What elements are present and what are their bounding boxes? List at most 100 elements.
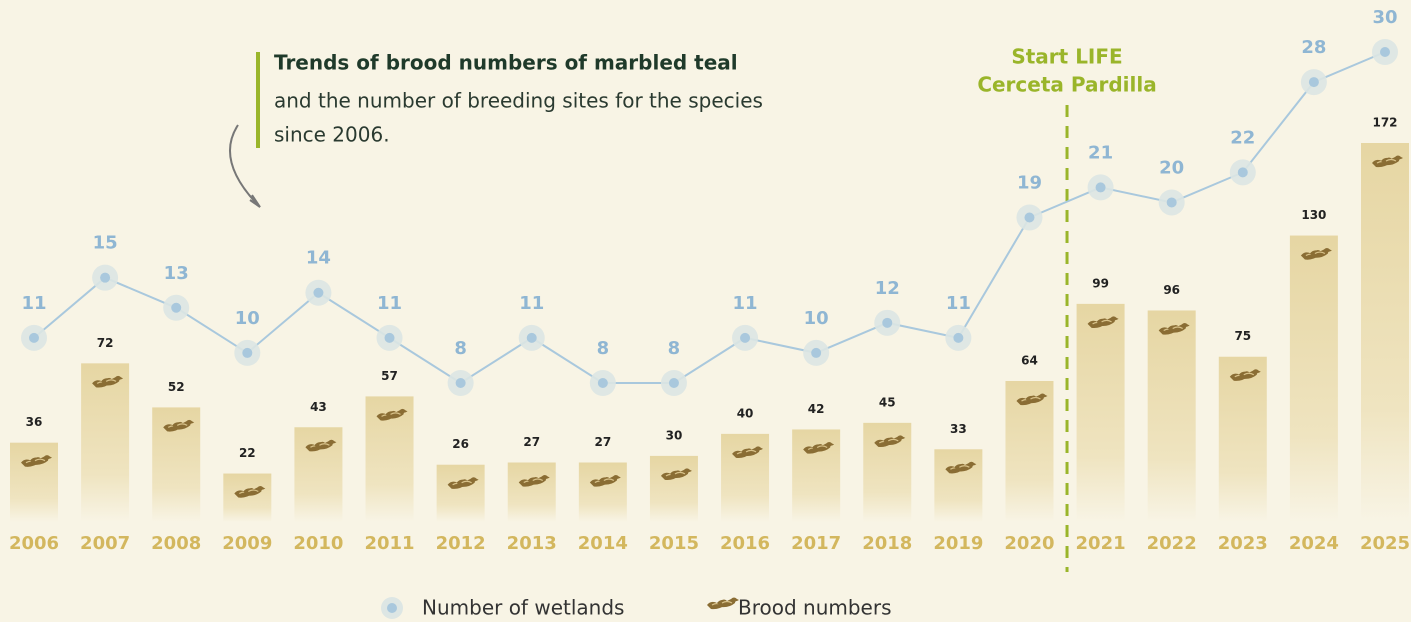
x-tick-label: 2010 [293,533,343,554]
bar-label: 27 [594,435,611,449]
bar-label: 57 [381,369,398,383]
point-label: 11 [519,293,544,314]
bar-label: 22 [239,446,256,460]
point-label: 10 [804,308,829,329]
point [1024,212,1035,223]
bar [1005,380,1054,522]
bar [294,427,343,522]
bar [10,442,58,522]
x-tick-label: 2017 [791,533,841,554]
point-label: 28 [1301,37,1326,58]
bar [792,429,841,522]
legend-icon [716,596,740,608]
point-label: 30 [1372,7,1397,28]
x-tick-label: 2016 [720,533,770,554]
x-tick-label: 2007 [80,533,130,554]
point [313,287,324,298]
point-label: 12 [875,278,900,299]
bar [578,462,627,522]
x-tick-label: 2011 [364,533,414,554]
legend-label: Brood numbers [738,596,892,620]
x-tick-label: 2006 [9,533,59,554]
point-label: 11 [377,293,402,314]
arrow [229,124,261,208]
bar-label: 26 [452,437,469,451]
point [668,378,679,388]
point [455,378,466,388]
point [1380,47,1390,57]
point-label: 13 [164,263,189,284]
point [882,317,893,328]
point [100,272,111,283]
point-label: 15 [93,233,118,254]
x-tick-label: 2013 [507,533,557,554]
annotation: Cerceta Pardilla [977,73,1156,97]
bar [436,464,485,522]
point-label: 20 [1159,157,1184,178]
legend-marker [387,603,397,613]
point [1308,77,1319,88]
point [1095,182,1106,193]
x-tick-label: 2020 [1004,533,1054,554]
point [384,332,395,343]
bar [721,433,770,522]
x-tick-label: 2025 [1360,533,1410,554]
point [1166,197,1177,208]
x-tick-label: 2009 [222,533,272,554]
bar [223,473,272,522]
bar-label: 96 [1163,283,1180,297]
x-tick-label: 2019 [933,533,983,554]
bar [934,449,983,522]
bar-label: 75 [1234,329,1251,343]
bar-label: 27 [523,435,540,449]
chart-title: Trends of brood numbers of marbled teal [274,51,738,75]
point [953,332,964,343]
point [597,378,608,388]
point-label: 11 [21,293,46,314]
bar [507,462,556,522]
subtitle: since 2006. [274,123,390,147]
subtitle: and the number of breeding sites for the… [274,89,763,113]
bar-label: 130 [1301,208,1326,222]
point-label: 11 [733,293,758,314]
point-label: 11 [946,293,971,314]
point-label: 8 [668,338,681,359]
bar [1289,235,1338,522]
bar-label: 72 [97,336,114,350]
bar-label: 43 [310,400,327,414]
x-tick-label: 2023 [1218,533,1268,554]
bar-label: 64 [1021,353,1038,367]
x-tick-label: 2014 [578,533,628,554]
point [29,332,39,343]
annotation: Start LIFE [1011,45,1122,69]
point [740,332,751,343]
point [1237,167,1248,178]
point-label: 21 [1088,142,1113,163]
bar-label: 52 [168,380,185,394]
point [526,332,537,343]
point-label: 10 [235,308,260,329]
bar [1076,303,1125,522]
bar [1361,143,1409,522]
bar [1218,356,1267,522]
point-label: 8 [597,338,610,359]
x-tick-label: 2008 [151,533,201,554]
point-label: 19 [1017,173,1042,194]
bar [81,363,130,522]
x-tick-label: 2021 [1076,533,1126,554]
legend-label: Number of wetlands [422,596,624,620]
x-tick-label: 2024 [1289,533,1339,554]
legend: Number of wetlands Brood numbers [381,596,892,620]
point-label: 14 [306,248,331,269]
point [242,347,253,358]
bar-label: 99 [1092,276,1109,290]
bar [649,455,698,522]
x-tick-label: 2012 [436,533,486,554]
bar-label: 42 [808,402,825,416]
x-tick-label: 2018 [862,533,912,554]
point-label: 8 [454,338,467,359]
title-accent [256,52,260,148]
bar-label: 172 [1372,116,1397,130]
bar-label: 30 [666,428,683,442]
